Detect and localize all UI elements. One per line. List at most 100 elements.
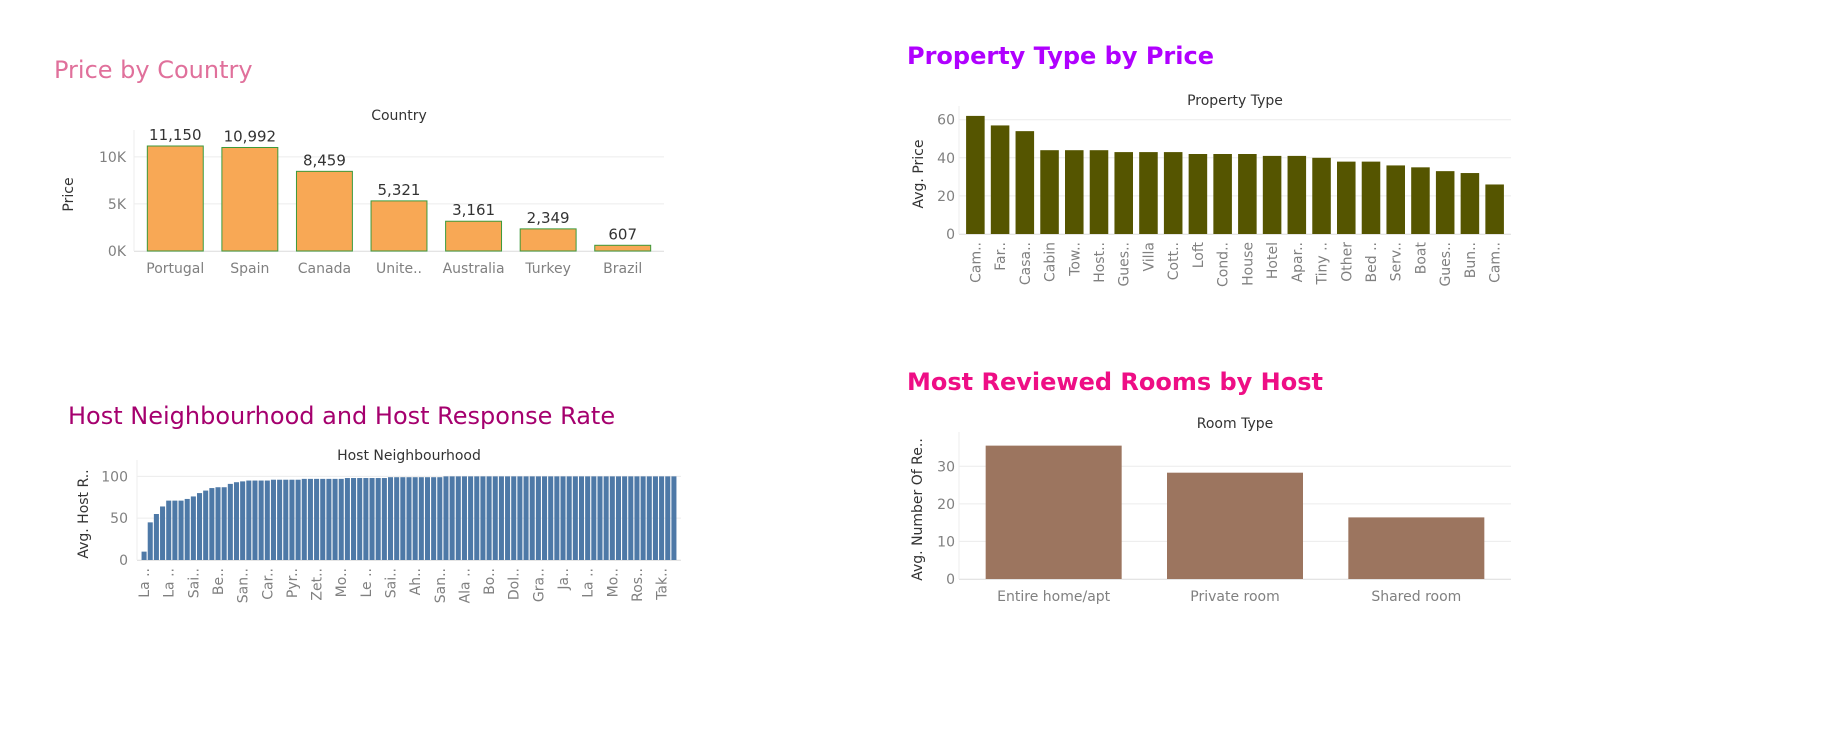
y-tick-label: 5K <box>108 197 127 213</box>
bar <box>985 445 1122 579</box>
bar <box>301 478 307 560</box>
bar <box>1139 152 1158 234</box>
bar <box>578 476 585 560</box>
bar <box>646 476 652 560</box>
bar <box>394 477 400 560</box>
x-tick-label: San.. <box>236 568 252 603</box>
y-tick-label: 0 <box>946 572 955 588</box>
x-tick-label: Be.. <box>211 568 227 595</box>
chart-title-price-by-country: Price by Country <box>54 56 253 84</box>
bar <box>966 115 985 234</box>
x-tick-label: Host.. <box>1092 242 1108 283</box>
y-tick-label: 50 <box>110 511 128 527</box>
bar <box>295 170 353 252</box>
x-tick-label: Bun.. <box>1463 242 1479 278</box>
bar <box>445 220 503 252</box>
bar <box>153 514 159 560</box>
bar <box>659 476 665 560</box>
data-label: 10,992 <box>224 127 277 145</box>
x-tick-label: House <box>1240 242 1256 286</box>
x-tick-label: Cam.. <box>1488 242 1504 283</box>
x-tick-label: Dol.. <box>507 568 523 600</box>
x-tick-label: Ja.. <box>556 568 572 591</box>
chart-title-host-neighbourhood: Host Neighbourhood and Host Response Rat… <box>68 402 616 430</box>
x-tick-label: Portugal <box>146 261 204 277</box>
x-tick-label: Australia <box>443 261 505 277</box>
y-axis-title: Avg. Price <box>911 140 927 209</box>
data-label: 2,349 <box>527 209 570 227</box>
x-tick-label: Apar.. <box>1290 242 1306 282</box>
x-tick-label: Serv.. <box>1389 242 1405 281</box>
bar <box>443 476 449 560</box>
bar <box>314 478 320 560</box>
bar <box>320 478 326 560</box>
x-tick-label: Unite.. <box>376 261 422 277</box>
bar <box>160 506 166 560</box>
bar <box>542 476 548 560</box>
x-tick-label: Car.. <box>260 568 276 600</box>
bar <box>652 476 658 560</box>
y-tick-label: 30 <box>937 459 955 475</box>
bar <box>622 476 628 560</box>
bar <box>277 479 283 560</box>
x-tick-label: Gues.. <box>1117 242 1133 287</box>
bar <box>480 476 486 560</box>
x-tick-label: Mo.. <box>334 568 350 597</box>
bar <box>221 487 227 560</box>
bar <box>178 500 184 560</box>
x-tick-label: Ros.. <box>630 568 646 602</box>
bar <box>492 476 498 560</box>
y-tick-label: 10 <box>937 534 955 550</box>
bar <box>295 479 301 560</box>
x-tick-label: Shared room <box>1371 589 1461 605</box>
bar <box>548 476 554 560</box>
bar <box>172 500 178 560</box>
x-tick-label: San.. <box>433 568 449 603</box>
x-tick-label: Ala .. <box>457 568 473 603</box>
x-tick-label: Le .. <box>359 568 375 598</box>
bar <box>628 476 634 560</box>
bar <box>357 478 363 560</box>
x-tick-label: Mo.. <box>605 568 621 597</box>
x-tick-label: Cond.. <box>1216 242 1232 287</box>
bar <box>252 480 258 560</box>
bar <box>233 482 240 560</box>
y-tick-label: 20 <box>937 497 955 513</box>
bar <box>1163 152 1183 234</box>
y-tick-label: 10K <box>99 150 127 166</box>
bar <box>1386 165 1405 234</box>
bar <box>1015 131 1035 234</box>
bar <box>1348 517 1485 579</box>
x-tick-label: Spain <box>230 261 269 277</box>
bar <box>597 476 603 560</box>
y-tick-label: 0 <box>946 227 955 243</box>
x-tick-label: Cott.. <box>1166 242 1182 280</box>
x-tick-label: Loft <box>1191 241 1207 268</box>
bar <box>523 476 529 560</box>
bar <box>1167 472 1303 579</box>
x-tick-label: Gues.. <box>1438 242 1454 287</box>
bar <box>1114 152 1133 234</box>
x-tick-label: Brazil <box>603 261 642 277</box>
x-tick-label: Entire home/apt <box>997 589 1110 605</box>
x-tick-label: Tak.. <box>655 568 671 601</box>
chart-title-most-reviewed-rooms: Most Reviewed Rooms by Host <box>907 368 1323 396</box>
bar <box>412 477 418 560</box>
bar <box>418 477 424 560</box>
data-label: 8,459 <box>303 151 346 169</box>
bar <box>332 478 338 560</box>
bar <box>474 476 480 560</box>
x-tick-label: Hotel <box>1265 242 1281 279</box>
bar <box>381 478 387 560</box>
x-tick-label: Tow.. <box>1067 242 1083 277</box>
bar <box>221 146 279 252</box>
bar <box>1411 167 1430 234</box>
bar <box>387 477 394 560</box>
bar <box>227 483 233 560</box>
bar <box>370 200 428 252</box>
bar <box>1287 155 1307 234</box>
y-tick-label: 40 <box>937 151 955 167</box>
bar <box>209 488 215 560</box>
bar <box>147 522 153 560</box>
